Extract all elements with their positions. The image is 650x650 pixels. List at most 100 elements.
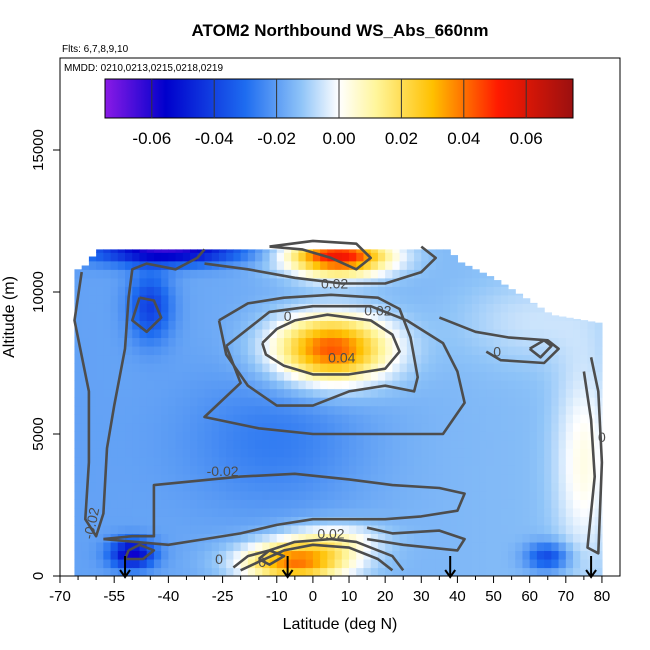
contour-label: 0.02 [317,525,344,541]
heatmap-cell [175,567,184,576]
heatmap-cell [471,473,480,483]
heatmap-cell [500,439,509,449]
heatmap-cell [493,567,502,576]
heatmap-cell [125,465,133,475]
heatmap-cell [262,337,271,347]
x-tick-label: 50 [485,588,502,605]
heatmap-cell [255,260,263,270]
heatmap-cell [211,252,220,262]
heatmap-cell [284,541,292,552]
heatmap-cell [392,507,401,517]
heatmap-cell [125,269,133,279]
heatmap-cell [573,448,581,458]
heatmap-cell [262,311,271,321]
heatmap-cell [81,465,90,475]
heatmap-cell [399,286,408,296]
heatmap-cell [544,388,552,398]
x-tick-label: -25 [212,588,234,605]
heatmap-cell [312,260,321,270]
heatmap-cell [96,507,104,517]
heatmap-cell [226,456,235,466]
heatmap-cell [479,286,487,296]
heatmap-cell [298,311,307,321]
heatmap-cell [464,456,473,466]
heatmap-cell [153,482,162,492]
heatmap-cell [81,294,90,304]
heatmap-cell [508,541,516,552]
heatmap-cell [399,397,408,407]
heatmap-cell [284,286,292,296]
heatmap-cell [218,277,227,287]
heatmap-cell [110,567,119,576]
heatmap-cell [529,320,538,330]
heatmap-cell [204,294,213,304]
heatmap-cell [406,558,415,569]
heatmap-cell [132,550,141,560]
heatmap-cell [320,249,328,253]
heatmap-cell [508,507,516,517]
heatmap-cell [255,294,263,304]
heatmap-cell [341,439,350,449]
heatmap-cell [464,269,473,279]
heatmap-cell [312,507,321,517]
heatmap-cell [414,277,422,287]
heatmap-cell [349,541,357,552]
heatmap-cell [406,252,415,262]
heatmap-cell [421,448,430,458]
heatmap-cell [551,448,560,458]
heatmap-cell [240,550,249,560]
heatmap-cell [406,465,415,475]
heatmap-cell [406,567,415,576]
heatmap-cell [74,567,83,576]
heatmap-cell [565,388,574,398]
heatmap-cell [125,328,133,339]
heatmap-cell [406,524,415,534]
heatmap-cell [240,328,249,339]
heatmap-cell [103,294,112,304]
heatmap-cell [291,405,300,415]
heatmap-cell [544,380,552,390]
heatmap-cell [450,320,459,330]
heatmap-cell [327,303,336,313]
heatmap-cell [284,252,292,262]
heatmap-cell [284,371,292,381]
heatmap-cell [565,465,574,475]
heatmap-cell [377,249,386,253]
heatmap-cell [341,294,350,304]
heatmap-cell [479,507,487,517]
heatmap-cell [421,363,430,373]
heatmap-cell [284,439,292,449]
heatmap-cell [435,422,444,432]
heatmap-cell [298,558,307,569]
heatmap-cell [479,524,487,534]
heatmap-cell [312,269,321,279]
heatmap-cell [269,490,278,500]
heatmap-cell [349,456,357,466]
heatmap-cell [421,294,430,304]
heatmap-cell [276,431,285,441]
heatmap-cell [377,286,386,296]
heatmap-cell [81,524,90,534]
heatmap-cell [146,397,155,407]
heatmap-cell [262,473,271,483]
heatmap-cell [327,388,336,398]
heatmap-cell [233,567,242,576]
heatmap-cell [565,541,574,552]
heatmap-cell [341,320,350,330]
heatmap-cell [312,380,321,390]
heatmap-cell [247,311,256,321]
heatmap-cell [442,252,451,262]
heatmap-cell [522,431,531,441]
heatmap-cell [161,524,169,534]
heatmap-cell [435,533,444,543]
heatmap-cell [320,363,328,373]
heatmap-cell [291,414,300,424]
heatmap-cell [544,371,552,381]
heatmap-cell [197,371,206,381]
heatmap-cell [334,550,343,560]
heatmap-cell [262,541,271,552]
heatmap-cell [544,328,552,339]
heatmap-cell [334,252,343,262]
heatmap-cell [479,414,487,424]
heatmap-cell [363,473,372,483]
